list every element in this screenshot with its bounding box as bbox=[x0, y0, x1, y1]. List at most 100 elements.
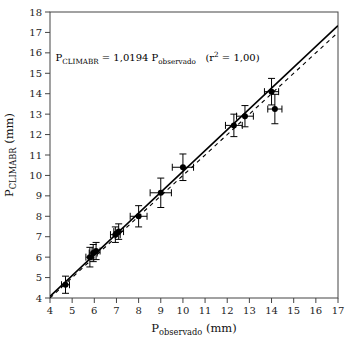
y-error-bar bbox=[62, 276, 69, 293]
y-tick-label: 14 bbox=[29, 88, 42, 99]
annotations: PCLIMABR = 1,0194 Pobservado (r2 = 1,00) bbox=[56, 50, 260, 66]
x-tick-label: 8 bbox=[135, 305, 141, 316]
y-axis-label: PCLIMABR (mm) bbox=[2, 113, 18, 197]
x-tick-label: 4 bbox=[47, 305, 53, 316]
y-tick bbox=[45, 32, 50, 33]
x-tick bbox=[338, 298, 339, 303]
data-point bbox=[63, 282, 69, 288]
y-error-bar bbox=[157, 178, 164, 207]
data-point bbox=[242, 113, 248, 119]
x-tick bbox=[50, 298, 51, 303]
x-error-bar bbox=[237, 113, 254, 120]
x-tick-label: 9 bbox=[158, 305, 164, 316]
x-tick-label: 10 bbox=[177, 305, 190, 316]
y-error-bar bbox=[241, 106, 248, 127]
x-error-bar bbox=[172, 164, 193, 171]
y-tick-label: 11 bbox=[29, 150, 42, 161]
y-tick-label: 9 bbox=[36, 190, 42, 201]
y-error-bar bbox=[93, 242, 100, 259]
y-tick bbox=[45, 236, 50, 237]
y-tick bbox=[45, 195, 50, 196]
x-tick bbox=[94, 298, 95, 303]
y-tick bbox=[45, 216, 50, 217]
error-bars bbox=[130, 206, 147, 227]
x-error-bar bbox=[268, 106, 282, 113]
y-tick-label: 15 bbox=[29, 68, 42, 79]
y-tick-label: 7 bbox=[36, 231, 42, 242]
x-tick-label: 13 bbox=[243, 305, 256, 316]
error-bars bbox=[150, 178, 171, 207]
y-tick bbox=[45, 114, 50, 115]
error-bars bbox=[92, 242, 100, 259]
x-tick bbox=[72, 298, 73, 303]
error-bars bbox=[268, 94, 282, 123]
x-error-bar bbox=[92, 248, 100, 255]
y-tick bbox=[45, 12, 50, 13]
plot-data bbox=[50, 26, 338, 298]
x-error-bar bbox=[62, 281, 70, 288]
y-error-bar bbox=[179, 154, 186, 181]
x-tick-label: 16 bbox=[309, 305, 322, 316]
data-point bbox=[158, 190, 164, 196]
x-tick bbox=[271, 298, 272, 303]
data-point bbox=[231, 122, 237, 128]
x-tick bbox=[205, 298, 206, 303]
y-tick bbox=[45, 298, 50, 299]
data-point bbox=[93, 248, 99, 254]
data-point bbox=[136, 213, 142, 219]
x-error-bar bbox=[150, 189, 171, 196]
error-bars bbox=[264, 78, 278, 105]
x-tick bbox=[249, 298, 250, 303]
data-point bbox=[272, 106, 278, 112]
y-error-bar bbox=[135, 206, 142, 227]
y-tick-label: 4 bbox=[36, 293, 42, 304]
regression-line bbox=[50, 26, 338, 297]
y-tick-label: 18 bbox=[29, 7, 42, 18]
y-error-bar bbox=[115, 224, 122, 240]
y-tick bbox=[45, 155, 50, 156]
y-tick bbox=[45, 93, 50, 94]
y-tick bbox=[45, 73, 50, 74]
x-tick-label: 14 bbox=[265, 305, 278, 316]
y-tick bbox=[45, 175, 50, 176]
data-point bbox=[116, 229, 122, 235]
y-tick bbox=[45, 277, 50, 278]
error-bars bbox=[225, 114, 242, 136]
y-tick-label: 13 bbox=[29, 109, 42, 120]
y-error-bar bbox=[268, 78, 275, 105]
x-tick-label: 7 bbox=[113, 305, 119, 316]
x-tick bbox=[315, 298, 316, 303]
reference-line bbox=[50, 32, 338, 298]
y-tick bbox=[45, 257, 50, 258]
y-tick-label: 17 bbox=[29, 27, 42, 38]
y-tick bbox=[45, 134, 50, 135]
x-tick-label: 6 bbox=[91, 305, 97, 316]
y-axis: 4 5 6 7 8 9 10 11 12 13 14 15 16 17 18 bbox=[29, 7, 50, 304]
x-tick bbox=[182, 298, 183, 303]
y-tick-label: 12 bbox=[29, 129, 42, 140]
error-bars bbox=[114, 224, 124, 240]
error-bars bbox=[172, 154, 193, 181]
x-tick-label: 11 bbox=[199, 305, 212, 316]
plot-frame bbox=[50, 12, 338, 298]
y-tick-label: 10 bbox=[29, 170, 42, 181]
y-tick-label: 6 bbox=[36, 252, 42, 263]
x-tick bbox=[116, 298, 117, 303]
y-tick-label: 5 bbox=[36, 272, 42, 283]
x-tick bbox=[160, 298, 161, 303]
error-bars bbox=[62, 276, 70, 293]
y-tick-label: 16 bbox=[29, 47, 42, 58]
x-error-bar bbox=[114, 228, 124, 235]
y-tick-label: 8 bbox=[36, 211, 42, 222]
y-error-bar bbox=[271, 94, 278, 123]
x-error-bar bbox=[225, 122, 242, 129]
x-tick-label: 15 bbox=[287, 305, 300, 316]
x-axis: 4567891011121314151617 bbox=[47, 298, 345, 316]
chart: 4 5 6 7 8 9 10 11 12 13 14 15 16 174 5 6 7 8 9 10 11 12 13 14 15… bbox=[0, 0, 352, 340]
y-tick bbox=[45, 52, 50, 53]
x-axis-label: Pobservado (mm) bbox=[151, 321, 236, 337]
x-tick-label: 5 bbox=[69, 305, 75, 316]
x-tick bbox=[138, 298, 139, 303]
x-tick bbox=[293, 298, 294, 303]
error-bars bbox=[237, 106, 254, 127]
